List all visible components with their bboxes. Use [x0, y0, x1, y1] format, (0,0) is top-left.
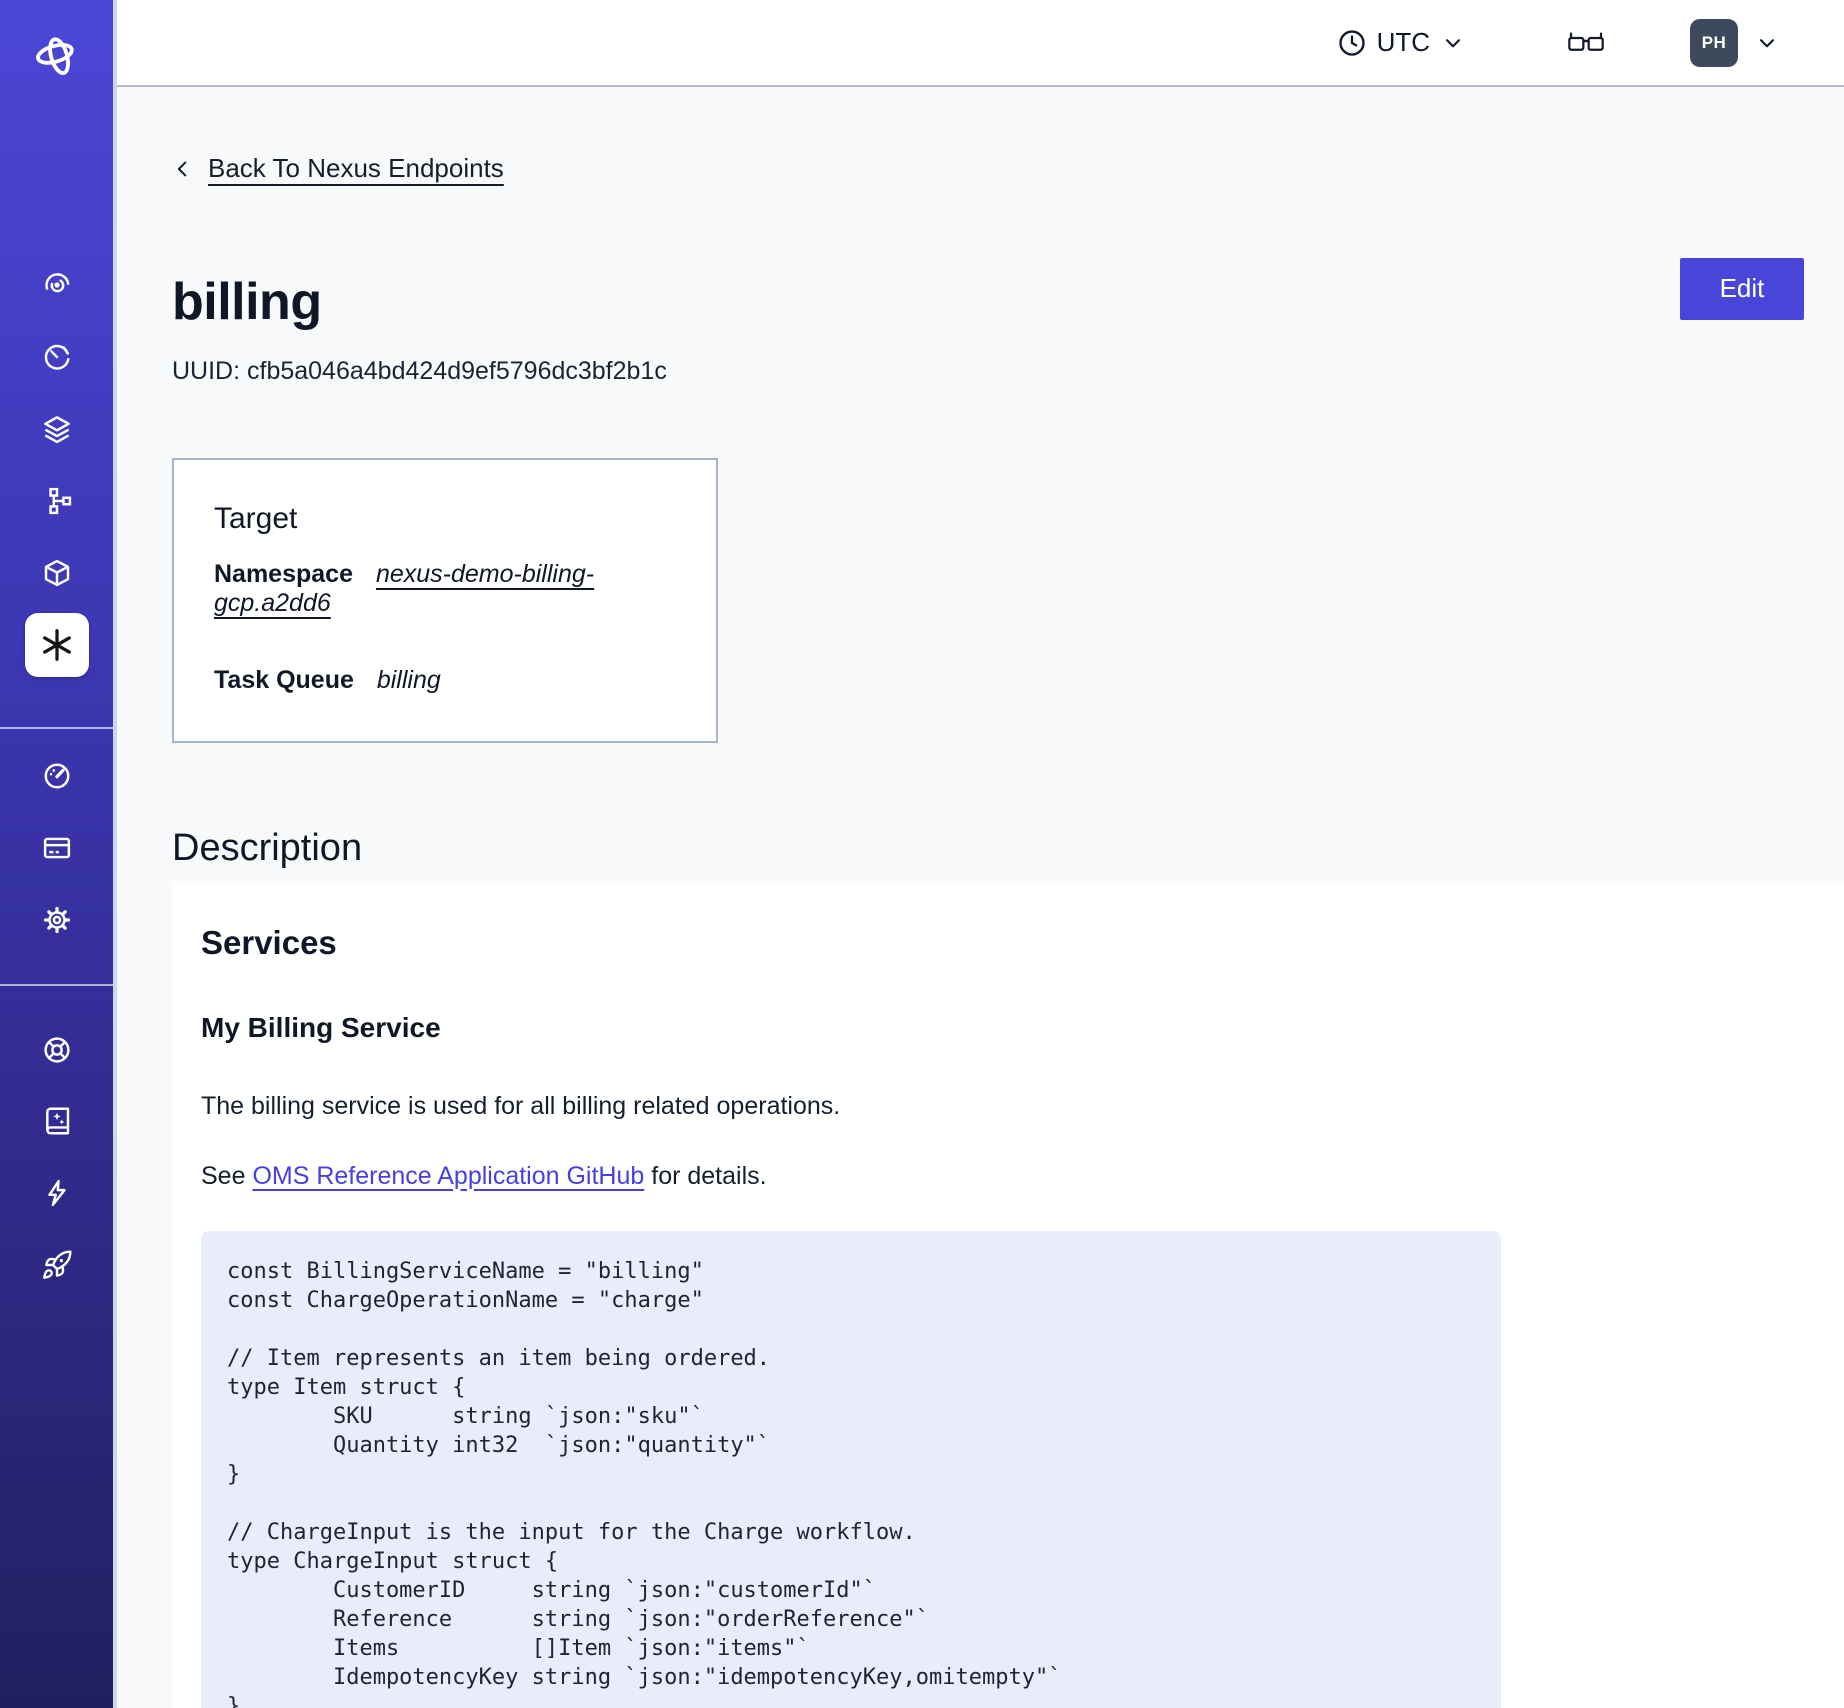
clock-icon	[1338, 29, 1365, 56]
services-heading: Services	[201, 923, 337, 961]
chevron-down-icon	[1445, 38, 1461, 47]
sidebar-item-docs[interactable]	[35, 1100, 78, 1143]
title-row: billing Edit	[172, 257, 1844, 334]
sidebar-divider	[0, 727, 113, 729]
workflows-icon	[44, 273, 69, 293]
namespace-row: Namespace nexus-demo-billing-gcp.a2dd6	[214, 560, 676, 618]
see-prefix: See	[201, 1161, 253, 1190]
oms-github-link[interactable]: OMS Reference Application GitHub	[252, 1161, 645, 1190]
timezone-selector[interactable]: UTC	[1331, 26, 1472, 59]
chevron-left-icon	[177, 161, 187, 176]
page-title: billing	[172, 272, 322, 331]
sidebar-item-whats-new[interactable]	[35, 1172, 78, 1215]
back-link-label: Back To Nexus Endpoints	[208, 153, 504, 183]
sidebar-item-usage[interactable]	[35, 755, 78, 798]
support-icon	[43, 1037, 70, 1063]
see-line: See OMS Reference Application GitHub for…	[201, 1161, 1844, 1191]
task-queue-label: Task Queue	[214, 665, 354, 694]
nexus-icon	[42, 629, 71, 661]
target-card-heading: Target	[214, 501, 298, 535]
chevron-down-icon	[1759, 38, 1775, 47]
target-card: Target Namespace nexus-demo-billing-gcp.…	[172, 457, 718, 743]
sidebar-item-schedules[interactable]	[35, 336, 78, 379]
avatar: PH	[1690, 18, 1738, 67]
whats-new-icon	[47, 1179, 66, 1207]
sidebar-divider	[0, 984, 113, 986]
settings-icon	[43, 906, 70, 934]
sidebar-item-task-queues[interactable]	[35, 480, 78, 523]
sidebar-item-nexus-active[interactable]	[24, 613, 89, 677]
user-menu[interactable]: PH	[1684, 18, 1786, 68]
getting-started-icon	[42, 1250, 72, 1279]
labs-mode-toggle[interactable]	[1560, 27, 1612, 59]
temporal-logo[interactable]	[30, 28, 84, 82]
billing-icon	[43, 837, 70, 859]
sidebar-item-billing[interactable]	[35, 827, 78, 870]
uuid-line: UUID: cfb5a046a4bd424d9ef5796dc3bf2b1c	[172, 356, 667, 385]
deployments-icon	[44, 559, 69, 587]
description-panel: Services My Billing Service The billing …	[172, 880, 1844, 1708]
sidebar	[0, 0, 117, 1708]
content: Back To Nexus Endpoints billing Edit UUI…	[117, 87, 1844, 1708]
edit-button[interactable]: Edit	[1680, 257, 1804, 320]
sidebar-item-support[interactable]	[35, 1029, 78, 1072]
service-intro: The billing service is used for all bill…	[201, 1091, 841, 1120]
namespace-link[interactable]: nexus-demo-billing-gcp.a2dd6	[214, 559, 595, 617]
sidebar-item-batch-operations[interactable]	[35, 408, 78, 451]
task-queue-row: Task Queue billing	[214, 666, 676, 695]
main-area: UTC PH	[117, 0, 1844, 1708]
back-to-nexus-endpoints-link[interactable]: Back To Nexus Endpoints	[172, 153, 504, 184]
description-heading: Description	[172, 826, 363, 869]
timezone-label: UTC	[1376, 27, 1430, 57]
topbar: UTC PH	[117, 0, 1844, 87]
usage-icon	[44, 763, 69, 789]
docs-icon	[45, 1107, 69, 1135]
temporal-logo-icon	[35, 37, 74, 75]
task-queues-icon	[48, 487, 71, 515]
glasses-icon	[1568, 32, 1604, 51]
sidebar-item-getting-started[interactable]	[35, 1243, 79, 1287]
batch-operations-icon	[43, 416, 70, 444]
service-code-block: const BillingServiceName = "billing" con…	[201, 1230, 1501, 1708]
service-title: My Billing Service	[201, 1011, 441, 1043]
namespace-label: Namespace	[214, 559, 353, 588]
task-queue-value: billing	[376, 665, 441, 694]
sidebar-item-deployments[interactable]	[35, 552, 78, 595]
see-suffix: for details.	[644, 1161, 767, 1190]
schedules-icon	[44, 344, 69, 370]
sidebar-item-workflows[interactable]	[35, 264, 78, 307]
sidebar-item-settings[interactable]	[35, 899, 78, 942]
